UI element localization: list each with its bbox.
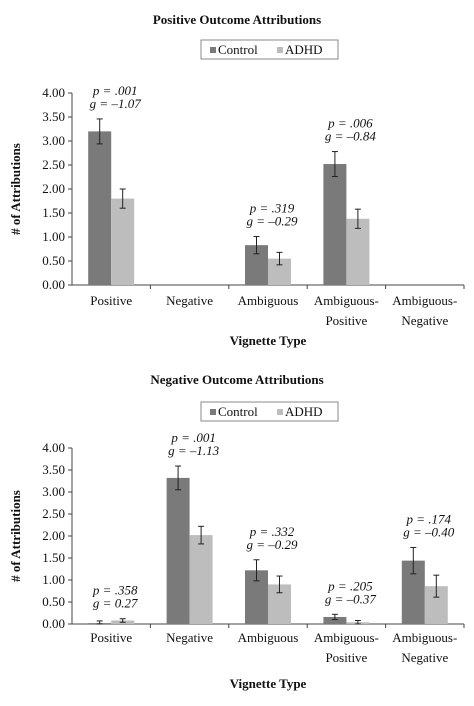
y-tick-label: 0.00 xyxy=(42,616,65,631)
x-tick-label: Negative xyxy=(401,650,448,665)
y-axis-title: # of Attributions xyxy=(8,490,23,582)
chart-title: Positive Outcome Attributions xyxy=(153,12,321,27)
x-tick-label: Positive xyxy=(325,650,367,665)
y-tick-label: 2.00 xyxy=(42,528,65,543)
x-axis-title: Vignette Type xyxy=(230,676,307,691)
y-tick-label: 3.50 xyxy=(42,462,65,477)
legend: Control ADHD xyxy=(200,39,339,60)
bar-control xyxy=(323,164,347,285)
annotation-p-value: p = .006 xyxy=(327,116,373,131)
chart-title: Negative Outcome Attributions xyxy=(150,372,323,387)
x-tick-label: Ambiguous- xyxy=(314,630,379,645)
y-tick-label: 1.00 xyxy=(42,572,65,587)
x-tick-label: Positive xyxy=(90,630,132,645)
x-tick-label: Negative xyxy=(401,313,448,328)
annotation-p-value: p = .205 xyxy=(327,578,373,593)
annotation-p-value: p = .332 xyxy=(249,524,295,539)
x-tick-label: Ambiguous- xyxy=(314,293,379,308)
x-tick-label: Positive xyxy=(325,313,367,328)
annotation-effect-size: g = –0.37 xyxy=(325,591,377,606)
x-tick-label: Negative xyxy=(166,293,213,308)
annotation-effect-size: g = 0.27 xyxy=(93,596,138,611)
annotation-effect-size: g = –1.13 xyxy=(168,443,220,458)
legend-swatch-adhd xyxy=(277,409,283,415)
annotation-effect-size: g = –0.40 xyxy=(403,524,455,539)
y-tick-label: 3.50 xyxy=(42,109,65,124)
x-tick-label: Positive xyxy=(90,293,132,308)
legend-box xyxy=(200,39,339,60)
y-axis-title: # of Attributions xyxy=(8,143,23,235)
y-tick-label: 0.50 xyxy=(42,253,65,268)
annotation-effect-size: g = –1.07 xyxy=(90,96,142,111)
y-tick-label: 2.50 xyxy=(42,157,65,172)
legend-swatch-adhd xyxy=(277,47,283,53)
y-tick-label: 2.50 xyxy=(42,506,65,521)
annotation-effect-size: g = –0.84 xyxy=(325,129,377,144)
y-tick-label: 4.00 xyxy=(42,440,65,455)
bar-control xyxy=(401,560,425,624)
bar-control xyxy=(88,131,112,285)
legend: Control ADHD xyxy=(200,401,339,422)
bar-adhd xyxy=(111,198,135,285)
y-tick-label: 2.00 xyxy=(42,181,65,196)
legend-label-adhd: ADHD xyxy=(285,404,323,419)
annotation-p-value: p = .358 xyxy=(92,583,138,598)
x-tick-label: Ambiguous- xyxy=(392,630,457,645)
legend-label-adhd: ADHD xyxy=(285,42,323,57)
bar-adhd xyxy=(189,535,213,624)
legend-label-control: Control xyxy=(218,42,258,57)
bar-control xyxy=(166,477,190,624)
annotation-p-value: p = .174 xyxy=(406,511,452,526)
annotation-effect-size: g = –0.29 xyxy=(246,537,298,552)
x-tick-label: Ambiguous xyxy=(238,293,299,308)
bar-control xyxy=(245,570,268,624)
annotation-p-value: p = .001 xyxy=(92,83,138,98)
x-tick-label: Negative xyxy=(166,630,213,645)
legend-swatch-control xyxy=(210,409,216,415)
chart-panel-2: Negative Outcome Attributions Control ADHD… xyxy=(8,372,465,691)
y-tick-label: 1.00 xyxy=(42,229,65,244)
legend-swatch-control xyxy=(210,47,216,53)
chart-panel-1: Positive Outcome Attributions Control ADHD… xyxy=(8,12,465,348)
y-tick-label: 1.50 xyxy=(42,550,65,565)
y-tick-label: 1.50 xyxy=(42,205,65,220)
y-tick-label: 0.50 xyxy=(42,594,65,609)
y-tick-label: 0.00 xyxy=(42,277,65,292)
bar-adhd xyxy=(268,584,291,624)
y-tick-label: 4.00 xyxy=(42,85,65,100)
annotation-p-value: p = .319 xyxy=(249,201,295,216)
annotation-effect-size: g = –0.29 xyxy=(246,214,298,229)
bar-control xyxy=(245,245,268,285)
bar-control xyxy=(323,616,347,624)
bar-adhd xyxy=(268,258,291,285)
x-tick-label: Ambiguous- xyxy=(392,293,457,308)
bar-adhd xyxy=(424,586,448,624)
x-axis-title: Vignette Type xyxy=(230,333,307,348)
x-tick-label: Ambiguous xyxy=(238,630,299,645)
bar-adhd xyxy=(346,218,370,285)
annotation-p-value: p = .001 xyxy=(170,430,216,445)
y-tick-label: 3.00 xyxy=(42,133,65,148)
legend-box xyxy=(200,401,339,422)
legend-label-control: Control xyxy=(218,404,258,419)
y-tick-label: 3.00 xyxy=(42,484,65,499)
